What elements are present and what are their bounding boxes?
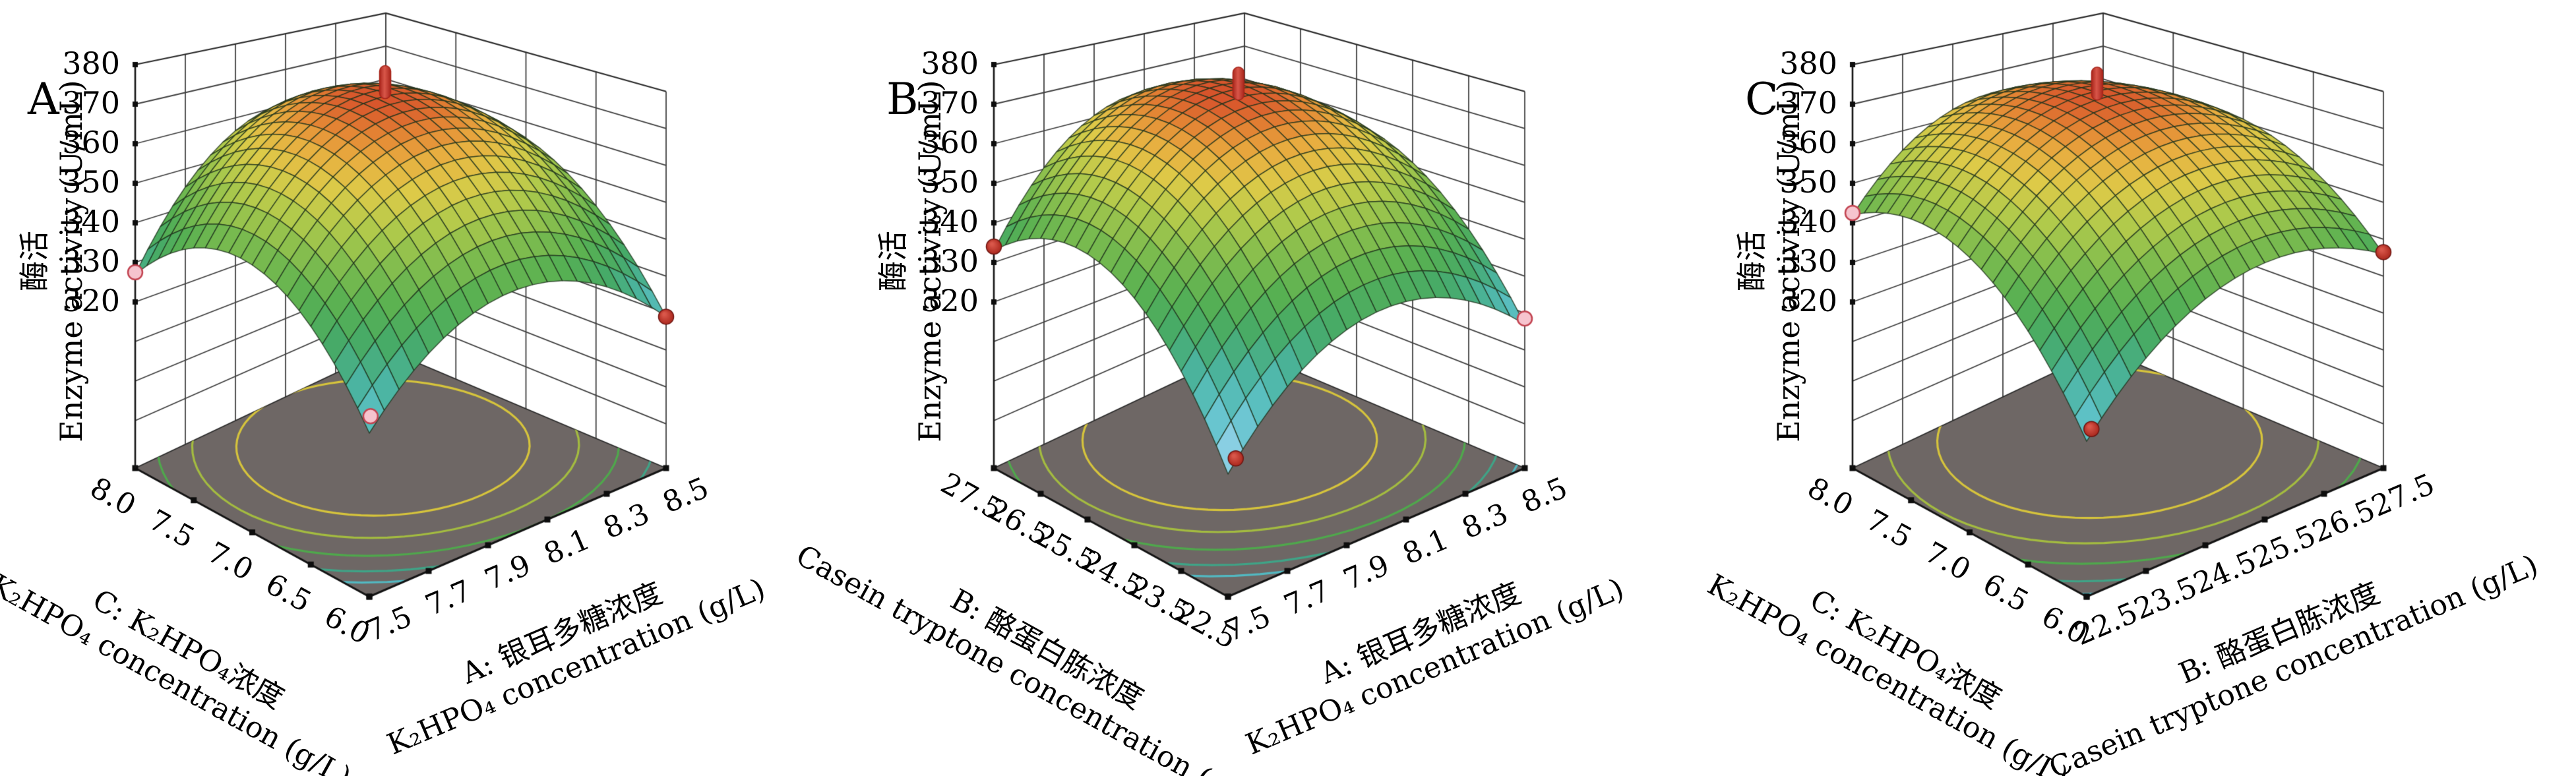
z-axis-tick-label: 380 [1779, 45, 1837, 81]
surface-panel-b: B 380 370 360 350 340 330 320 酶活 Enzyme activity … [791, 0, 1717, 776]
surface-plot-canvas-a [0, 0, 859, 776]
z-axis-tick-label: 320 [1779, 283, 1837, 318]
z-axis-tick-label: 380 [921, 45, 979, 81]
z-axis-tick-label: 360 [62, 125, 120, 160]
z-axis-tick-label: 320 [921, 283, 979, 318]
surface-plot-canvas-b [859, 0, 1717, 776]
surface-panel-a: A 380 370 360 350 340 330 320 酶活 Enzyme activity … [0, 0, 859, 776]
surface-plot-canvas-c [1717, 0, 2576, 776]
z-axis-tick-label: 350 [1779, 164, 1837, 200]
panel-letter-b: B [886, 74, 919, 125]
z-axis-tick-label: 340 [921, 204, 979, 239]
z-axis-title: 酶活 Enzyme activity (U/mL) [1733, 24, 1807, 498]
z-axis-tick-label: 340 [1779, 204, 1837, 239]
z-axis-tick-label: 360 [921, 125, 979, 160]
z-axis-tick-label: 370 [921, 85, 979, 121]
z-axis-tick-label: 350 [62, 164, 120, 200]
z-axis-title-en: Enzyme activity (U/mL) [1771, 80, 1806, 442]
z-axis-title-en: Enzyme activity (U/mL) [912, 80, 948, 442]
z-axis-tick-label: 330 [921, 243, 979, 279]
z-axis-title-en: Enzyme activity (U/mL) [53, 80, 89, 442]
panel-letter-a: A [28, 74, 59, 125]
z-axis-tick-label: 350 [921, 164, 979, 200]
z-axis-title: 酶活 Enzyme activity (U/mL) [874, 24, 948, 498]
z-axis-tick-label: 320 [62, 283, 120, 318]
panel-letter-c: C [1745, 74, 1779, 125]
z-axis-title-zh: 酶活 [875, 231, 911, 291]
z-axis-title-zh: 酶活 [1734, 231, 1769, 291]
z-axis-tick-label: 370 [1779, 85, 1837, 121]
z-axis-tick-label: 330 [62, 243, 120, 279]
z-axis-tick-label: 360 [1779, 125, 1837, 160]
z-axis-title: 酶活 Enzyme activity (U/mL) [16, 24, 90, 498]
z-axis-tick-label: 380 [62, 45, 120, 81]
z-axis-tick-label: 370 [62, 85, 120, 121]
surface-panel-c: C 380 370 360 350 340 330 320 酶活 Enzyme activity … [1702, 0, 2576, 776]
z-axis-tick-label: 330 [1779, 243, 1837, 279]
z-axis-title-zh: 酶活 [16, 231, 52, 291]
z-axis-tick-label: 340 [62, 204, 120, 239]
